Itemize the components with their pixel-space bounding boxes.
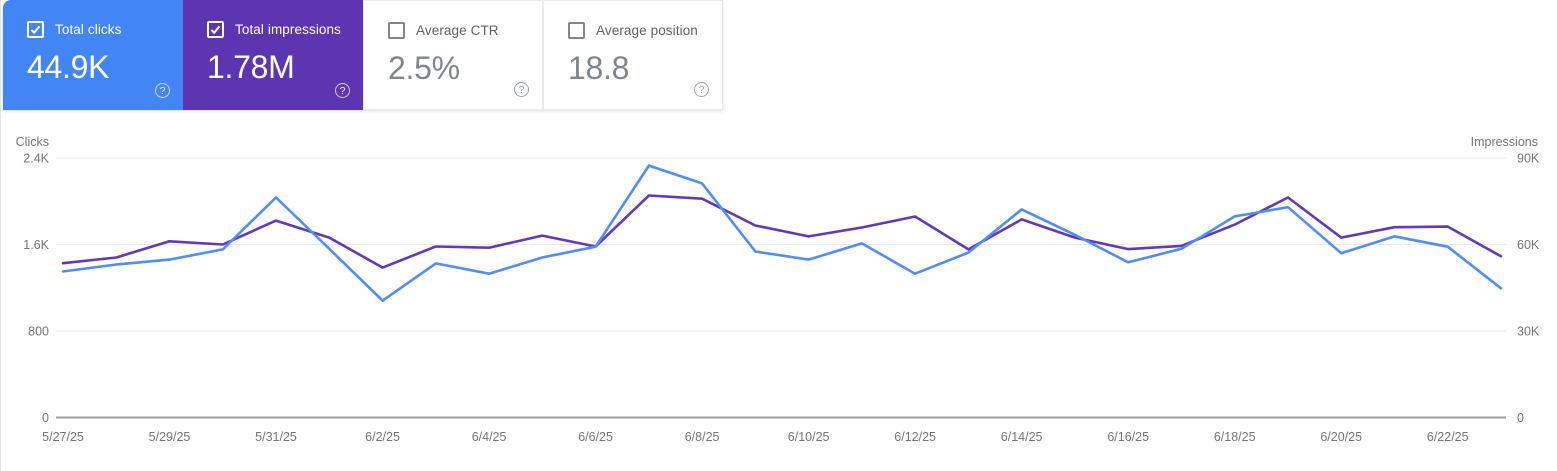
checkmark-icon	[30, 25, 41, 35]
average-position-value: 18.8	[568, 50, 630, 86]
total-impressions-value: 1.78M	[207, 49, 295, 85]
metric-card-total-impressions[interactable]: Total impressions 1.78M ?	[183, 0, 363, 110]
left-axis-tick-label: 2.4K	[23, 152, 49, 166]
card-header: Total impressions	[207, 21, 349, 38]
help-icon[interactable]: ?	[514, 82, 529, 97]
right-axis-tick-label: 90K	[1517, 152, 1540, 166]
x-axis-tick-label: 6/4/25	[472, 430, 507, 444]
x-axis-tick-label: 6/6/25	[578, 430, 613, 444]
x-axis-tick-label: 6/8/25	[685, 430, 720, 444]
x-axis-tick-label: 5/27/25	[42, 430, 84, 444]
checkmark-icon	[210, 25, 221, 35]
card-header: Average position	[568, 22, 708, 39]
total-clicks-value: 44.9K	[27, 49, 110, 85]
left-axis-tick-label: 800	[28, 325, 49, 339]
chart-canvas[interactable]: Clicks Impressions 2.4K 1.6K 800 0 90K 60K 30K 0 5…	[1, 125, 1557, 471]
help-icon[interactable]: ?	[155, 83, 170, 98]
metric-card-average-ctr[interactable]: Average CTR 2.5% ?	[363, 0, 543, 110]
left-axis-tick-label: 1.6K	[23, 238, 49, 252]
metric-card-total-clicks[interactable]: Total clicks 44.9K ?	[3, 0, 183, 110]
right-axis-tick-label: 0	[1517, 411, 1524, 425]
help-icon[interactable]: ?	[694, 82, 709, 97]
x-axis-tick-label: 6/16/25	[1107, 430, 1149, 444]
total-impressions-checkbox[interactable]	[207, 21, 224, 38]
x-axis-tick-label: 6/22/25	[1427, 430, 1469, 444]
x-axis-tick-label: 5/29/25	[149, 430, 191, 444]
average-position-checkbox[interactable]	[568, 22, 585, 39]
right-axis-tick-label: 30K	[1517, 325, 1540, 339]
total-clicks-label: Total clicks	[55, 22, 122, 37]
right-axis-title: Impressions	[1471, 135, 1538, 149]
x-axis-tick-label: 6/2/25	[365, 430, 400, 444]
help-icon[interactable]: ?	[335, 83, 350, 98]
right-axis-tick-label: 60K	[1517, 238, 1540, 252]
x-axis-tick-label: 6/10/25	[788, 430, 830, 444]
card-header: Average CTR	[388, 22, 528, 39]
x-axis-tick-label: 6/18/25	[1214, 430, 1256, 444]
x-axis-tick-label: 6/20/25	[1320, 430, 1362, 444]
average-ctr-value: 2.5%	[388, 50, 460, 86]
average-position-label: Average position	[596, 23, 698, 38]
average-ctr-label: Average CTR	[416, 23, 499, 38]
left-axis-title: Clicks	[16, 135, 49, 149]
clicks-line	[61, 164, 1503, 302]
x-axis-tick-label: 5/31/25	[255, 430, 297, 444]
metric-cards-row: Total clicks 44.9K ? Total impressions 1…	[3, 0, 723, 110]
performance-chart[interactable]: Clicks Impressions 2.4K 1.6K 800 0 90K 60K 30K 0 5…	[1, 125, 1557, 471]
x-axis-tick-label: 6/12/25	[894, 430, 936, 444]
total-impressions-label: Total impressions	[235, 22, 341, 37]
left-axis-tick-label: 0	[42, 411, 49, 425]
average-ctr-checkbox[interactable]	[388, 22, 405, 39]
metric-card-average-position[interactable]: Average position 18.8 ?	[543, 0, 723, 110]
total-clicks-checkbox[interactable]	[27, 21, 44, 38]
card-header: Total clicks	[27, 21, 169, 38]
x-axis-tick-label: 6/14/25	[1001, 430, 1043, 444]
